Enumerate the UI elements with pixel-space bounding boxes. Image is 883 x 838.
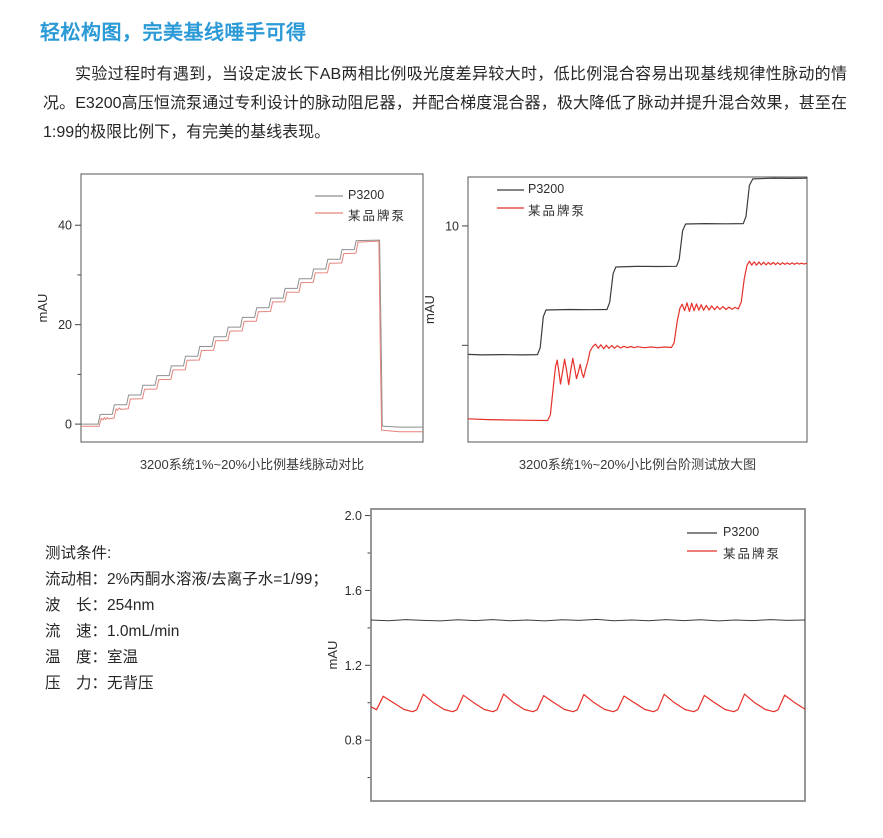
y-axis-title: mAU	[325, 641, 340, 670]
axis-frame	[80, 173, 424, 443]
figure-caption-baseline-comparison: 3200系统1%~20%小比例基线脉动对比	[139, 457, 365, 472]
chart3-legend-label-brand-pump: 某品牌泵	[723, 547, 782, 561]
series-line-P3200	[370, 618, 806, 622]
y-tick-label: 0	[65, 418, 72, 432]
chart2-legend-label-p3200: P3200	[528, 182, 565, 196]
axis-frame	[370, 508, 806, 802]
intro-paragraph: 实验过程时有遇到，当设定波长下AB两相比例吸光度差异较大时，低比例混合容易出现基…	[43, 66, 847, 141]
test-conditions-wavelength: 波 长：254nm	[45, 597, 155, 614]
test-conditions-flow-rate: 流 速：1.0mL/min	[45, 623, 180, 640]
series-line-P3200	[81, 239, 423, 428]
y-tick-label: 0.8	[345, 734, 362, 748]
test-conditions-title: 测试条件:	[45, 545, 112, 562]
y-axis-title: mAU	[35, 294, 50, 323]
chart3-legend-label-p3200: P3200	[723, 525, 760, 539]
series-line-某品牌泵	[370, 693, 806, 713]
chart1-legend-label-brand-pump: 某品牌泵	[348, 209, 407, 223]
series-line-P3200	[467, 177, 808, 356]
y-tick-label: 1.6	[345, 584, 362, 598]
y-tick-label: 10	[445, 219, 459, 233]
series-line-某品牌泵	[467, 260, 808, 422]
y-tick-label: 20	[58, 318, 72, 332]
test-conditions-pressure: 压 力：无背压	[45, 675, 154, 692]
axis-frame	[467, 176, 808, 443]
y-tick-label: 40	[58, 219, 72, 233]
chart2-legend-label-brand-pump: 某品牌泵	[528, 204, 587, 218]
y-tick-label: 1.2	[345, 659, 362, 673]
chart1-legend-label-p3200: P3200	[348, 188, 385, 202]
y-tick-label: 2.0	[345, 509, 362, 523]
test-conditions-temperature: 温 度：室温	[45, 649, 139, 666]
test-conditions-mobile-phase: 流动相：2%丙酮水溶液/去离子水=1/99；	[45, 571, 328, 588]
page-title: 轻松构图，完美基线唾手可得	[40, 22, 307, 44]
series-line-某品牌泵	[81, 240, 423, 433]
figure-caption-step-test: 3200系统1%~20%小比例台阶测试放大图	[518, 457, 757, 472]
y-axis-title: mAU	[422, 295, 437, 324]
test-conditions: 测试条件: 流动相：2%丙酮水溶液/去离子水=1/99； 波 长：254nm 流…	[45, 541, 328, 697]
